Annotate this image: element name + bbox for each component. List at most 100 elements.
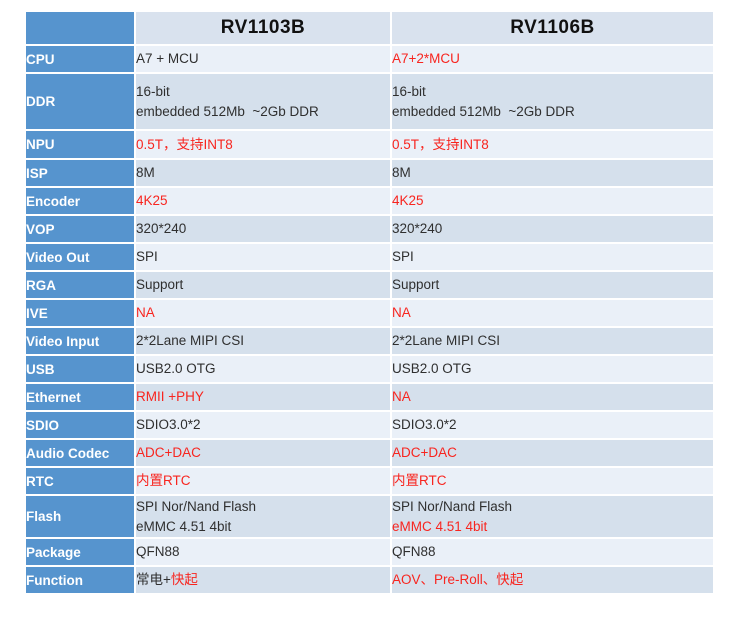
row-label: CPU <box>24 44 136 74</box>
plain-text: embedded 512Mb ~2Gb DDR <box>136 103 319 119</box>
cell-rv1103b: Support <box>134 270 392 300</box>
cell-text-line: 8M <box>392 163 712 183</box>
row-label: SDIO <box>24 410 136 440</box>
plain-text: SPI Nor/Nand Flash <box>392 498 513 514</box>
header-row: RV1103B RV1106B <box>24 10 715 46</box>
plain-text: embedded 512Mb ~2Gb DDR <box>392 103 575 119</box>
cell-text-line: 2*2Lane MIPI CSI <box>136 331 389 351</box>
cell-text-line: SPI <box>136 247 389 267</box>
cell-text-line: NA <box>137 303 389 323</box>
row-label: Function <box>24 565 136 595</box>
cell-rv1103b: ADC+DAC <box>134 438 392 468</box>
plain-text: Support <box>392 277 440 293</box>
row-label: Video Input <box>24 326 136 356</box>
cell-rv1103b: RMII +PHY <box>134 382 392 412</box>
highlighted-text: A7+2*MCU <box>392 51 460 67</box>
cell-text-line: SDIO3.0*2 <box>392 415 712 435</box>
cell-text-line: SDIO3.0*2 <box>137 415 389 435</box>
highlighted-text: RMII +PHY <box>136 389 204 405</box>
cell-text-line: 内置RTC <box>137 471 389 491</box>
row-label: ISP <box>24 158 136 188</box>
cell-text-line: RMII +PHY <box>136 387 389 407</box>
column-header-rv1103b: RV1103B <box>134 10 392 46</box>
cell-rv1106b: AOV、Pre-Roll、快起 <box>390 565 715 595</box>
cell-rv1103b: NA <box>134 298 392 328</box>
cell-text-line: 8M <box>137 163 389 183</box>
highlighted-text: NA <box>392 305 411 321</box>
plain-text: SDIO3.0*2 <box>392 417 457 433</box>
highlighted-text: 0.5T，支持INT8 <box>136 136 233 152</box>
cell-text-line: 4K25 <box>136 191 389 211</box>
corner-cell <box>24 10 136 46</box>
cell-text-line: 0.5T，支持INT8 <box>392 135 712 155</box>
cell-rv1103b: 4K25 <box>134 186 392 216</box>
cell-text-line: 内置RTC <box>393 471 712 491</box>
cell-text-line: eMMC 4.51 4bit <box>137 517 389 537</box>
spec-comparison-table: RV1103B RV1106B CPU A7 + MCU A7+2*MCU DDR 16… <box>24 10 715 595</box>
highlighted-text: 0.5T，支持INT8 <box>392 136 489 152</box>
cell-text-line: Support <box>392 275 712 295</box>
plain-text: SPI Nor/Nand Flash <box>136 498 257 514</box>
cell-text-line: 320*240 <box>137 219 389 239</box>
plain-text: SPI <box>136 249 158 265</box>
cell-rv1106b: SDIO3.0*2 <box>390 410 715 440</box>
cell-text-line: 16-bit <box>393 82 712 102</box>
cell-text-line: A7+2*MCU <box>392 49 712 69</box>
cell-rv1106b: Support <box>390 270 715 300</box>
highlighted-text: AOV、Pre-Roll、快起 <box>392 572 524 588</box>
plain-text: 320*240 <box>392 221 443 237</box>
row-label: RGA <box>24 270 136 300</box>
table-row: VOP 320*240 320*240 <box>24 214 715 244</box>
cell-text-line: ADC+DAC <box>137 443 389 463</box>
cell-text-line: SPI Nor/Nand Flash <box>136 497 389 517</box>
cell-rv1106b: NA <box>390 298 715 328</box>
cell-text-line: QFN88 <box>393 542 712 562</box>
table-row: ISP 8M 8M <box>24 158 715 188</box>
row-label: USB <box>24 354 136 384</box>
plain-text: A7 + MCU <box>136 51 199 67</box>
cell-rv1103b: 2*2Lane MIPI CSI <box>134 326 392 356</box>
highlighted-text: 快起 <box>170 572 198 588</box>
table-row: Ethernet RMII +PHY NA <box>24 382 715 412</box>
plain-text: 2*2Lane MIPI CSI <box>136 333 245 349</box>
row-label: NPU <box>24 129 136 160</box>
highlighted-text: 4K25 <box>136 193 168 209</box>
cell-text-line: SPI Nor/Nand Flash <box>392 497 712 517</box>
row-label: VOP <box>24 214 136 244</box>
table-row: Video Out SPI SPI <box>24 242 715 272</box>
table-row: NPU 0.5T，支持INT8 0.5T，支持INT8 <box>24 129 715 160</box>
cell-rv1106b: 0.5T，支持INT8 <box>390 129 715 160</box>
table-row: Encoder 4K25 4K25 <box>24 186 715 216</box>
highlighted-text: NA <box>392 389 411 405</box>
cell-rv1103b: USB2.0 OTG <box>134 354 392 384</box>
cell-rv1103b: QFN88 <box>134 537 392 567</box>
row-label: Flash <box>24 494 136 539</box>
cell-rv1106b: SPI Nor/Nand Flash eMMC 4.51 4bit <box>390 494 715 539</box>
cell-rv1103b: SDIO3.0*2 <box>134 410 392 440</box>
plain-text: QFN88 <box>136 544 180 560</box>
cell-text-line: USB2.0 OTG <box>137 359 389 379</box>
table-body: CPU A7 + MCU A7+2*MCU DDR 16-bit embedded 512… <box>24 44 715 595</box>
cell-text-line: eMMC 4.51 4bit <box>393 517 712 537</box>
cell-rv1103b: SPI Nor/Nand Flash eMMC 4.51 4bit <box>134 494 392 539</box>
cell-text-line: 4K25 <box>392 191 712 211</box>
cell-rv1106b: A7+2*MCU <box>390 44 715 74</box>
cell-rv1106b: 4K25 <box>390 186 715 216</box>
cell-text-line: embedded 512Mb ~2Gb DDR <box>392 102 712 122</box>
highlighted-text: 4K25 <box>392 193 424 209</box>
plain-text: 常电+ <box>136 572 171 588</box>
plain-text: 8M <box>392 165 411 181</box>
cell-rv1106b: 320*240 <box>390 214 715 244</box>
cell-text-line: 常电+快起 <box>136 570 389 590</box>
cell-text-line: QFN88 <box>136 542 389 562</box>
row-label: Encoder <box>24 186 136 216</box>
table-row: SDIO SDIO3.0*2 SDIO3.0*2 <box>24 410 715 440</box>
plain-text: SPI <box>392 249 414 265</box>
table-row: Function 常电+快起 AOV、Pre-Roll、快起 <box>24 565 715 595</box>
cell-text-line: Support <box>137 275 389 295</box>
cell-text-line: USB2.0 OTG <box>393 359 712 379</box>
row-label: IVE <box>24 298 136 328</box>
cell-rv1106b: SPI <box>390 242 715 272</box>
highlighted-text: ADC+DAC <box>392 445 457 461</box>
cell-rv1103b: 内置RTC <box>134 466 392 496</box>
